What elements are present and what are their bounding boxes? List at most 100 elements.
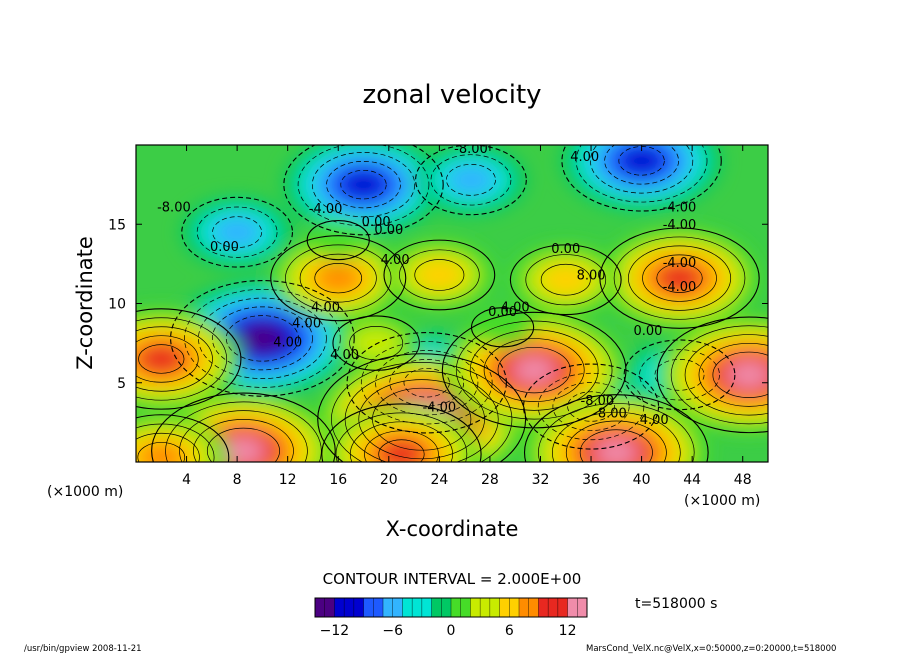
x-tick-label-40: 40 xyxy=(633,472,651,488)
contour-ring-12-2 xyxy=(179,410,308,462)
contour-label-12: 8.00 xyxy=(577,269,606,284)
colorbar-cell-24 xyxy=(548,598,559,617)
contour-ring-6-0 xyxy=(415,145,527,216)
contour-ring-21-0 xyxy=(470,307,535,348)
contour-ring-14-3 xyxy=(565,420,667,462)
contour-ring-17-3 xyxy=(642,254,717,302)
z-axis-label: Z-coordinate xyxy=(73,236,97,370)
contour-ring-12-4 xyxy=(206,427,280,462)
footer-left: /usr/bin/gpview 2008-11-21 xyxy=(24,644,142,654)
contour-ring-0-4 xyxy=(225,315,299,362)
field-feature-2 xyxy=(561,145,722,211)
contour-ring-11-4 xyxy=(712,351,768,398)
colorbar-cell-18 xyxy=(489,598,500,617)
contour-ring-12-1 xyxy=(165,401,322,462)
x-tick-label-28: 28 xyxy=(481,472,499,488)
x-tick-label-4: 4 xyxy=(182,472,191,488)
field-feature-20 xyxy=(332,315,420,371)
contour-ring-15-3 xyxy=(137,442,186,462)
contour-ring-1-3 xyxy=(326,160,401,209)
x-tick-label-48: 48 xyxy=(734,472,752,488)
field-feature-13 xyxy=(321,403,482,462)
z-axis-ticks: 5 10 15 xyxy=(108,217,768,392)
colorbar-cell-25 xyxy=(557,598,568,617)
contour-ring-10-1 xyxy=(136,317,228,401)
colorbar-cell-11 xyxy=(421,598,432,617)
colorbar-tick-label--12: −12 xyxy=(320,623,350,639)
z-tick-label-10: 10 xyxy=(108,297,126,313)
contour-label-0: -8.00 xyxy=(454,142,488,157)
contour-ring-13-3 xyxy=(364,430,439,462)
contour-ring-8-4 xyxy=(372,387,472,451)
field-feature-1 xyxy=(283,145,444,235)
contour-ring-3-1 xyxy=(360,341,493,425)
contour-ring-8-1 xyxy=(331,362,513,462)
contour-label-14: 0.00 xyxy=(488,305,517,320)
contour-label-10: 4.00 xyxy=(381,253,410,268)
contour-ring-19-2 xyxy=(414,259,465,291)
colorbar-tick-label-6: 6 xyxy=(505,623,514,639)
colorbar-cell-13 xyxy=(441,598,452,617)
colorbar-cell-20 xyxy=(509,598,520,617)
contour-ring-10-3 xyxy=(136,335,199,383)
contour-ring-9-1 xyxy=(455,320,613,420)
x-tick-label-12: 12 xyxy=(279,472,297,488)
footer-right: MarsCond_VelX.nc@VelX,x=0:50000,z=0:2000… xyxy=(586,644,836,654)
contour-label-9: 0.00 xyxy=(551,242,580,257)
colorbar-cell-12 xyxy=(431,598,442,617)
field-feature-10 xyxy=(136,308,241,410)
colorbar-cell-15 xyxy=(460,598,471,617)
chart-title: zonal velocity xyxy=(362,80,541,110)
z-tick-label-5: 5 xyxy=(117,376,126,392)
contour-ring-18-1 xyxy=(525,254,607,306)
colorbar-cell-19 xyxy=(499,598,510,617)
x-tick-label-32: 32 xyxy=(532,472,550,488)
contour-label-8: 0.00 xyxy=(210,240,239,255)
colorbar-cell-7 xyxy=(383,598,394,617)
contour-ring-17-4 xyxy=(656,263,703,293)
contour-ring-9-4 xyxy=(497,346,571,394)
field-feature-21 xyxy=(471,307,534,347)
contour-ring-1-4 xyxy=(340,169,387,200)
contour-ring-10-2 xyxy=(136,326,213,392)
contour-label-1: 4.00 xyxy=(570,150,599,165)
x-tick-label-24: 24 xyxy=(430,472,448,488)
z-tick-label-15: 15 xyxy=(108,217,126,233)
contour-labels: -8.00 4.00 -8.00 -4.00 0.00 -4.00 -4.00 -4.00 0.… xyxy=(157,142,697,428)
x-tick-label-8: 8 xyxy=(233,472,242,488)
colorbar: −12 −6 0 6 12 xyxy=(314,597,588,639)
colorbar-tick-label-12: 12 xyxy=(559,623,577,639)
field-feature-6 xyxy=(415,145,527,215)
contour-ring-14-2 xyxy=(552,411,681,462)
contour-ring-9-0 xyxy=(441,311,627,429)
contour-ring-16-2 xyxy=(299,253,377,303)
contour-label-15: 4.00 xyxy=(273,335,302,350)
contour-label-7: -4.00 xyxy=(663,256,697,271)
colorbar-cell-0 xyxy=(315,598,326,617)
colorbar-cell-14 xyxy=(451,598,462,617)
colorbar-cells xyxy=(314,598,588,617)
contour-ring-13-2 xyxy=(349,421,453,462)
contour-ring-8-0 xyxy=(317,353,527,462)
contour-ring-18-2 xyxy=(540,263,591,296)
contour-ring-15-2 xyxy=(136,432,200,462)
contour-ring-13-1 xyxy=(335,412,468,462)
contour-ring-12-0 xyxy=(151,392,336,462)
colorbar-cell-21 xyxy=(519,598,530,617)
contour-ring-2-2 xyxy=(590,145,694,194)
x-tick-label-20: 20 xyxy=(380,472,398,488)
contour-label-22: 0.00 xyxy=(374,223,403,238)
field-feature-19 xyxy=(384,240,495,310)
contour-ring-11-1 xyxy=(670,325,768,425)
contour-ring-13-4 xyxy=(378,439,425,462)
contour-ring-3-2 xyxy=(375,350,479,416)
contour-label-6: -4.00 xyxy=(663,218,697,233)
contour-ring-5-1 xyxy=(639,349,720,401)
x-tick-label-36: 36 xyxy=(582,472,600,488)
contour-label-17: 0.00 xyxy=(633,324,662,339)
contour-label-18: -8.00 xyxy=(593,407,627,422)
contour-ring-11-3 xyxy=(698,342,768,407)
contour-label-2: -8.00 xyxy=(157,201,191,216)
contour-ring-16-1 xyxy=(285,244,392,312)
